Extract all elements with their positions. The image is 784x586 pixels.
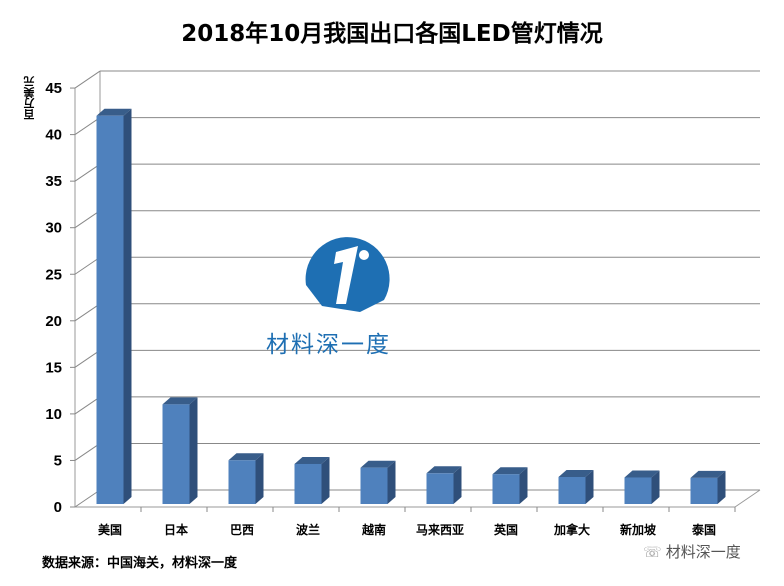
- gridline-diagonal: [74, 396, 101, 415]
- bar-top: [294, 456, 330, 464]
- gridline-diagonal: [74, 163, 101, 182]
- bar: [228, 460, 256, 504]
- gridline-diagonal: [74, 349, 101, 368]
- gridline-diagonal: [74, 117, 101, 136]
- bar: [426, 473, 454, 504]
- bar-side: [321, 456, 330, 504]
- bar-side: [453, 466, 462, 504]
- watermark-text: 材料深一度: [665, 543, 741, 561]
- x-tick-label: 波兰: [296, 522, 320, 537]
- x-tick-label: 加拿大: [553, 522, 590, 537]
- bar: [96, 115, 124, 504]
- y-tick-label: 45: [45, 80, 62, 97]
- gridline-diagonal: [74, 70, 101, 89]
- y-tick-label: 35: [45, 173, 62, 190]
- y-tick-label: 25: [45, 266, 62, 283]
- x-tick-label: 日本: [164, 522, 188, 537]
- gridline-diagonal: [74, 443, 101, 461]
- gridline-diagonal: [74, 210, 101, 229]
- logo-icon: [305, 237, 390, 312]
- watermark: ☏ 材料深一度: [643, 541, 741, 562]
- x-tick-label: 泰国: [691, 522, 716, 537]
- gridline-diagonal: [74, 303, 101, 322]
- bar-top: [228, 453, 264, 461]
- bar-top: [426, 466, 462, 474]
- chart-title: 2018年10月我国出口各国LED管灯情况: [181, 21, 603, 47]
- x-tick-label: 英国: [494, 522, 518, 537]
- bar-top: [162, 397, 198, 405]
- bar-top: [360, 460, 396, 468]
- gridline-diagonal: [74, 256, 101, 275]
- bar-side: [585, 470, 594, 504]
- floor-edge: [734, 489, 761, 508]
- logo-text: 材料深一度: [266, 332, 391, 358]
- wechat-icon: ☏: [643, 543, 662, 561]
- bar-top: [558, 470, 594, 478]
- y-tick-label: 10: [45, 406, 62, 423]
- x-tick-label: 马来西亚: [416, 522, 464, 537]
- bar-top: [690, 470, 726, 478]
- bar: [624, 477, 652, 504]
- y-tick-label: 5: [54, 452, 62, 469]
- bar-side: [189, 397, 198, 504]
- x-tick-label: 美国: [98, 522, 122, 537]
- bar: [294, 463, 322, 504]
- bar-top: [96, 108, 132, 116]
- bar-side: [255, 453, 264, 504]
- x-tick-label: 巴西: [230, 523, 254, 537]
- bar: [558, 477, 586, 504]
- x-tick-label: 越南: [361, 522, 386, 537]
- bar: [162, 404, 190, 504]
- y-tick-label: 0: [54, 499, 62, 516]
- x-tick-label: 新加坡: [620, 522, 657, 537]
- bar-side: [387, 460, 396, 504]
- y-tick-label: 40: [45, 127, 62, 144]
- bar-side: [717, 470, 726, 504]
- bar-side: [123, 108, 132, 504]
- bar-top: [492, 467, 528, 475]
- bar-side: [651, 470, 660, 504]
- y-tick-label: 15: [45, 359, 62, 376]
- gridline-diagonal: [74, 489, 101, 508]
- y-tick-label: 20: [45, 313, 62, 330]
- bar-top: [624, 470, 660, 478]
- bar: [492, 474, 520, 504]
- bar: [690, 477, 718, 504]
- bar: [360, 467, 388, 504]
- source-note: 数据来源：中国海关，材料深一度: [42, 556, 238, 571]
- y-tick-label: 30: [45, 220, 62, 237]
- bar-side: [519, 467, 528, 504]
